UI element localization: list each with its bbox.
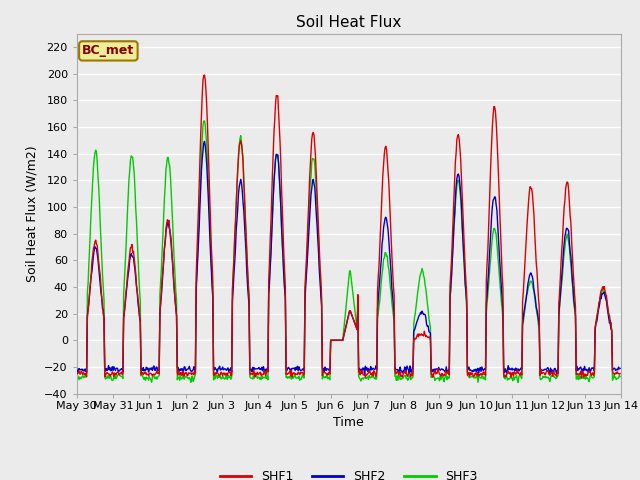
SHF1 xyxy=(139,370,147,376)
SHF2 xyxy=(73,366,81,372)
X-axis label: Time: Time xyxy=(333,416,364,429)
SHF3 xyxy=(616,374,624,380)
SHF2 xyxy=(361,372,369,377)
SHF1 xyxy=(415,331,423,336)
Line: SHF2: SHF2 xyxy=(77,141,620,374)
Legend: SHF1, SHF2, SHF3: SHF1, SHF2, SHF3 xyxy=(214,465,483,480)
SHF1 xyxy=(223,372,231,378)
SHF2 xyxy=(616,366,624,372)
SHF3 xyxy=(201,118,209,124)
Line: SHF3: SHF3 xyxy=(77,121,620,383)
Text: BC_met: BC_met xyxy=(82,44,134,58)
SHF2 xyxy=(432,366,440,372)
SHF3 xyxy=(73,373,81,379)
SHF3 xyxy=(514,380,522,385)
SHF3 xyxy=(194,250,202,255)
SHF3 xyxy=(415,279,423,285)
SHF1 xyxy=(578,375,586,381)
Y-axis label: Soil Heat Flux (W/m2): Soil Heat Flux (W/m2) xyxy=(26,145,38,282)
SHF2 xyxy=(416,312,424,317)
SHF3 xyxy=(431,378,439,384)
SHF2 xyxy=(83,370,90,375)
SHF1 xyxy=(83,374,90,380)
SHF2 xyxy=(223,366,231,372)
SHF1 xyxy=(431,368,439,374)
SHF3 xyxy=(83,371,90,376)
Title: Soil Heat Flux: Soil Heat Flux xyxy=(296,15,401,30)
SHF3 xyxy=(139,372,147,378)
SHF2 xyxy=(201,138,209,144)
SHF1 xyxy=(194,232,202,238)
SHF1 xyxy=(201,72,209,78)
SHF3 xyxy=(223,376,231,382)
SHF1 xyxy=(616,371,624,377)
Line: SHF1: SHF1 xyxy=(77,75,620,378)
SHF2 xyxy=(139,368,147,373)
SHF2 xyxy=(194,254,202,260)
SHF1 xyxy=(73,370,81,376)
